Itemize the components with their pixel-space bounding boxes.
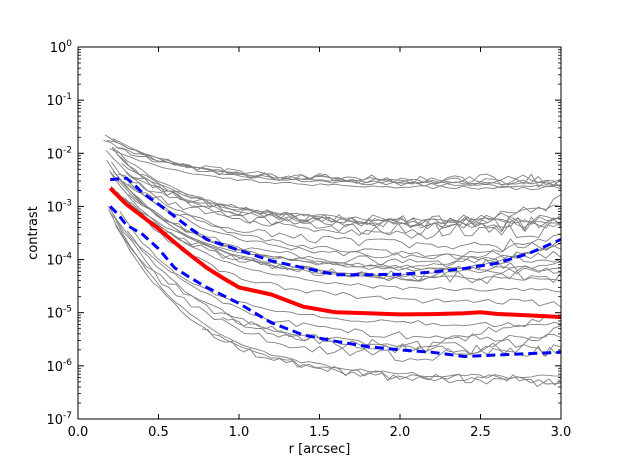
background-curve <box>201 328 561 387</box>
background-curve <box>121 162 561 224</box>
background-curve <box>128 193 561 272</box>
x-tick-label: 1.0 <box>229 425 250 440</box>
background-curve <box>126 230 561 350</box>
y-axis-label: contrast <box>26 206 41 260</box>
y-tick-label: 10-3 <box>46 198 72 215</box>
series-layer <box>108 176 561 358</box>
y-tick-label: 10-1 <box>46 92 72 109</box>
background-curve <box>117 173 561 232</box>
y-tick-label: 100 <box>50 39 73 56</box>
background-curve <box>112 138 561 186</box>
background-curve <box>119 211 561 342</box>
x-tick-label: 0.0 <box>68 425 89 440</box>
background-curve <box>109 148 561 191</box>
background-curve <box>127 183 561 253</box>
y-tick-label: 10-6 <box>46 358 72 375</box>
background-curve <box>108 170 561 293</box>
x-tick-label: 2.0 <box>390 425 411 440</box>
series-line-lower-envelope <box>109 205 561 358</box>
background-curve <box>110 213 561 328</box>
x-tick-labels: 0.0 0.5 1.0 1.5 2.0 2.5 3.0 <box>68 425 572 440</box>
series-line-upper-envelope <box>110 176 561 277</box>
background-curve <box>108 208 561 362</box>
background-curve <box>111 161 561 263</box>
background-curve <box>116 177 561 238</box>
background-curve <box>107 205 561 358</box>
background-curve <box>105 150 561 259</box>
x-tick-label: 3.0 <box>551 425 572 440</box>
background-curve <box>112 147 561 240</box>
background-curve <box>124 197 561 308</box>
background-curve <box>114 225 561 385</box>
background-curve <box>106 139 561 187</box>
x-tick-label: 1.5 <box>309 425 330 440</box>
x-tick-label: 2.5 <box>470 425 491 440</box>
y-tick-label: 10-5 <box>46 305 72 322</box>
series-line-median <box>108 186 561 319</box>
y-tick-labels: 10-7 10-6 10-5 10-4 10-3 10-2 10-1 100 <box>46 39 72 428</box>
x-tick-label: 0.5 <box>148 425 169 440</box>
background-curve <box>115 147 561 189</box>
background-curve <box>115 220 561 379</box>
y-tick-label: 10-7 <box>46 411 72 428</box>
background-curve <box>110 172 561 270</box>
y-tick-label: 10-2 <box>46 145 72 162</box>
y-tick-label: 10-4 <box>46 252 72 269</box>
axis-ticks <box>77 46 562 420</box>
background-curve <box>125 171 561 227</box>
x-axis-label: r [arcsec] <box>289 442 351 457</box>
